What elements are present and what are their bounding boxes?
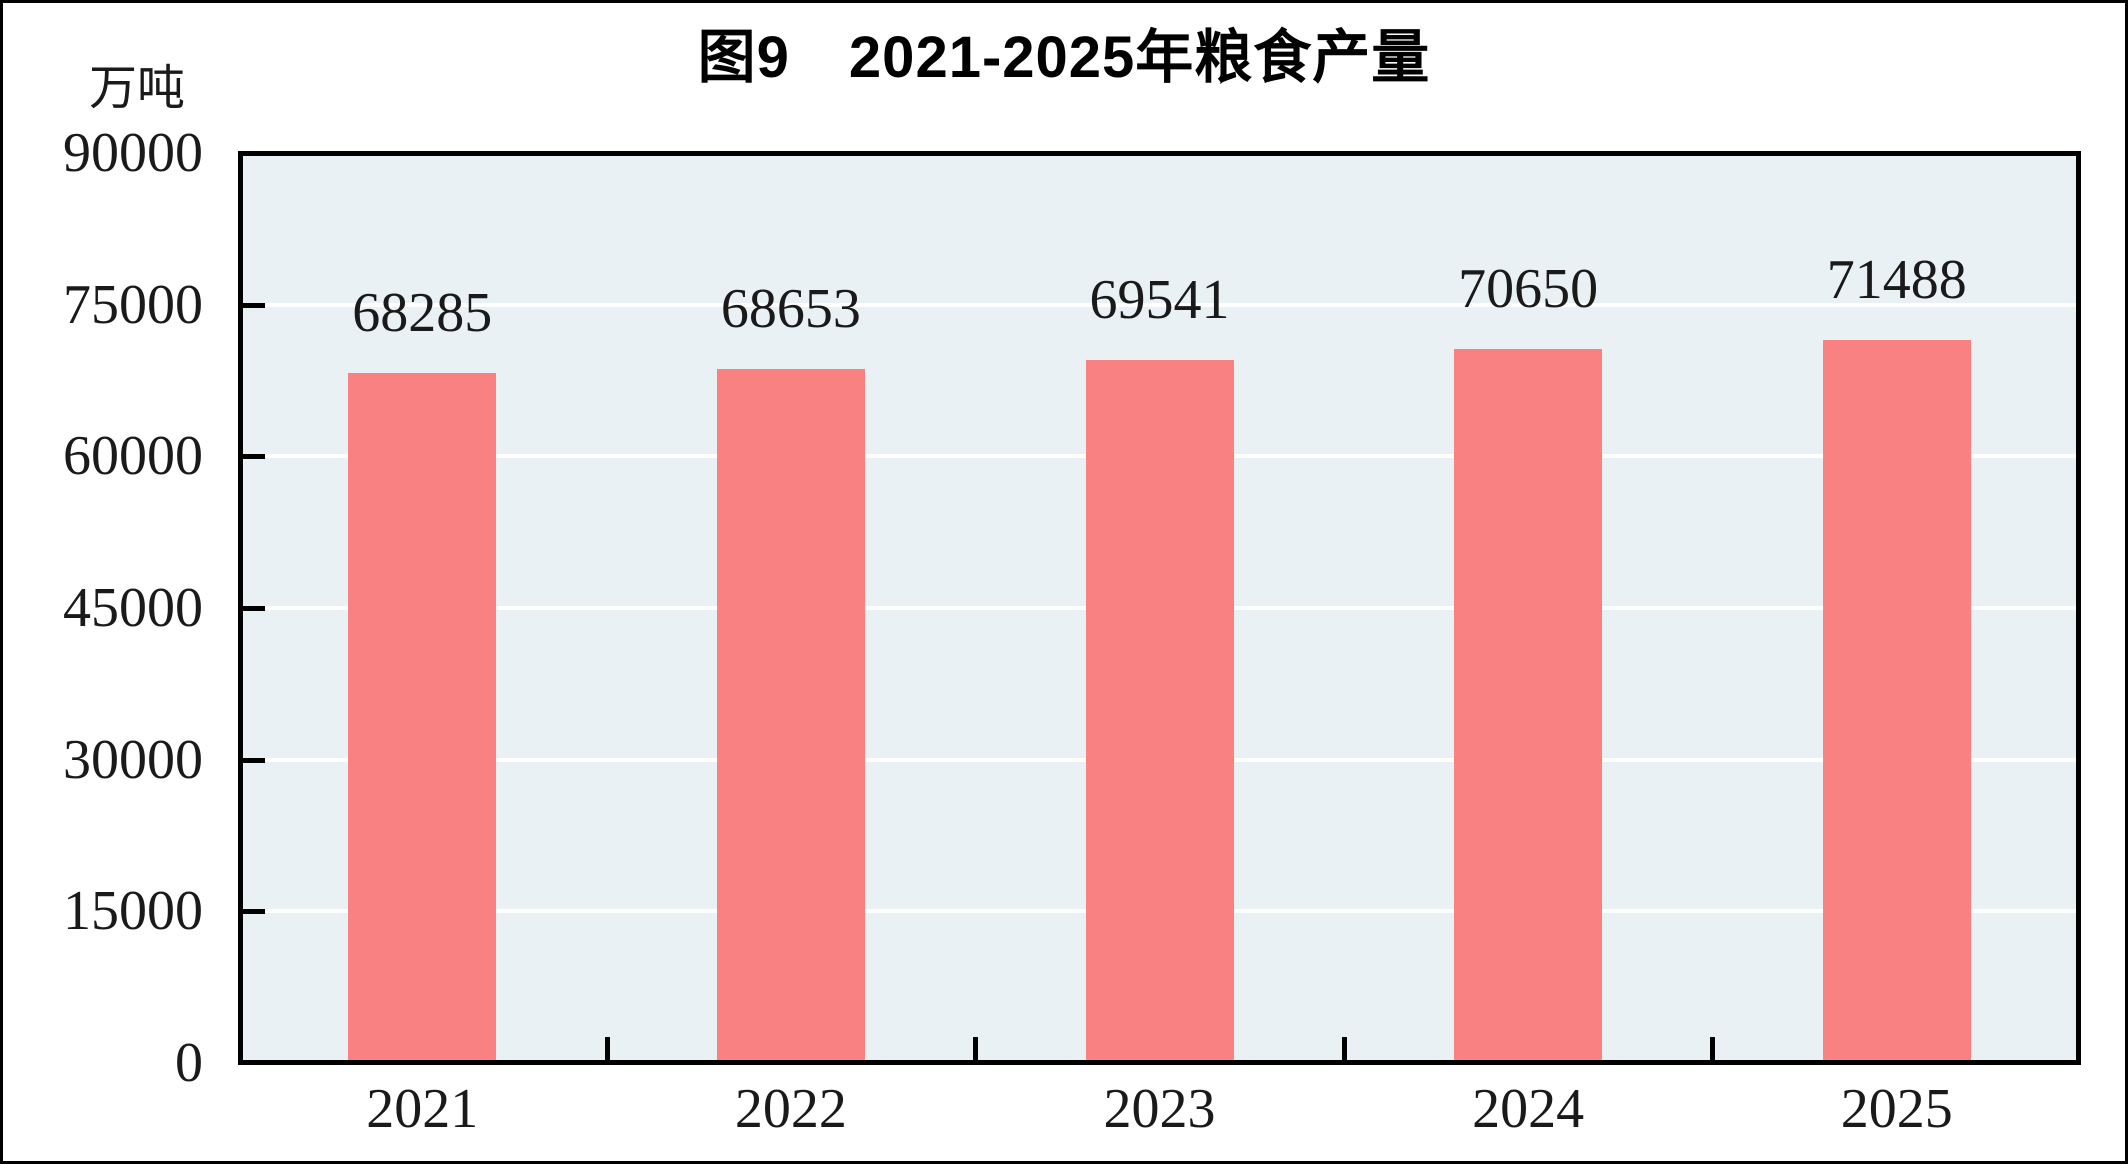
y-axis-unit-label: 万吨 (89, 62, 186, 115)
x-axis-tick (604, 1037, 610, 1060)
x-axis-category-label: 2022 (734, 1078, 847, 1140)
x-axis-category-label: 2025 (1840, 1078, 1953, 1140)
bar-2025 (1822, 340, 1971, 1060)
y-axis-tick-label: 30000 (63, 728, 203, 791)
y-axis-tick-label: 45000 (63, 577, 203, 639)
y-axis-tick (243, 454, 265, 460)
y-axis-tick-label: 90000 (63, 122, 203, 184)
bar-value-label: 69541 (1089, 268, 1230, 331)
x-axis-tick (1710, 1037, 1716, 1060)
x-axis-tick (1341, 1037, 1347, 1060)
bar-2024 (1454, 348, 1603, 1060)
chart-title: 图9 2021-2025年粮食产量 (697, 25, 1431, 90)
y-axis-tick-label: 15000 (63, 880, 203, 943)
bar-2022 (716, 368, 865, 1060)
gridline (243, 302, 2076, 307)
x-axis-tick (973, 1037, 979, 1060)
bar-2021 (348, 372, 497, 1060)
y-axis-tick (243, 606, 265, 611)
y-axis-tick (243, 302, 265, 308)
x-axis-category-label: 2021 (366, 1078, 479, 1140)
bar-2023 (1085, 359, 1234, 1060)
y-axis-tick-label: 60000 (63, 425, 203, 488)
bar-value-label: 70650 (1458, 257, 1599, 320)
bar-value-label: 68653 (720, 277, 861, 340)
x-axis-category-label: 2023 (1103, 1078, 1216, 1140)
x-axis-category-label: 2024 (1472, 1078, 1585, 1140)
y-axis-tick (243, 757, 265, 763)
y-axis-tick-label: 75000 (63, 273, 203, 336)
plot-area (238, 151, 2081, 1065)
y-axis-tick-label: 0 (175, 1032, 203, 1094)
bar-value-label: 71488 (1826, 249, 1967, 312)
y-axis-tick (243, 909, 265, 915)
bar-value-label: 68285 (352, 281, 493, 344)
